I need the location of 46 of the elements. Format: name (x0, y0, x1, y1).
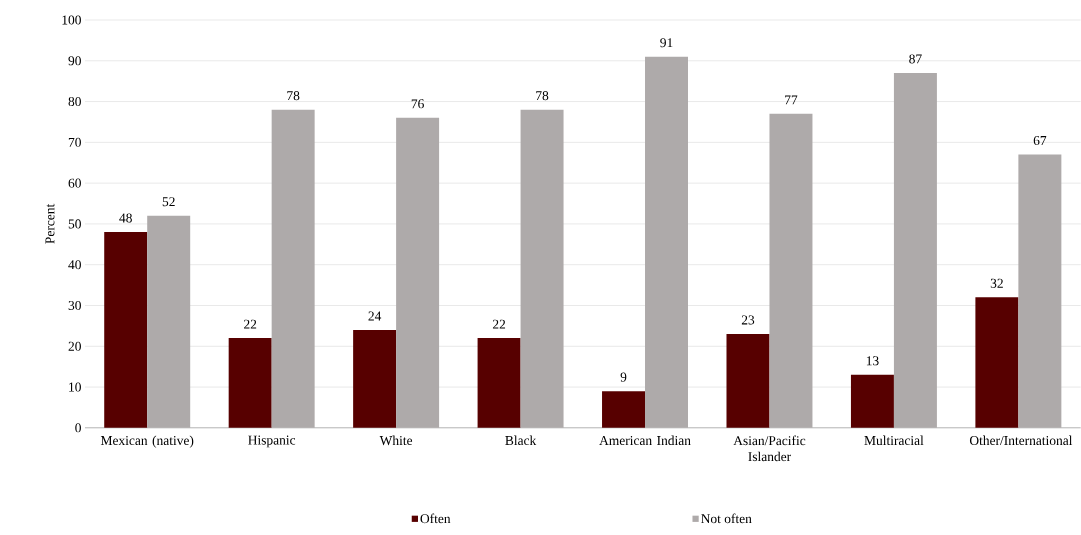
y-tick-label: 0 (75, 423, 81, 433)
data-label: 23 (741, 315, 755, 325)
data-label: 76 (411, 99, 424, 109)
x-tick-label: Asian/Pacific Islander (733, 435, 806, 462)
y-tick-label: 10 (69, 382, 81, 392)
data-label: 52 (162, 197, 175, 207)
bar (602, 391, 646, 428)
data-label: 13 (866, 356, 879, 366)
data-label: 78 (287, 91, 300, 101)
data-label: 24 (368, 311, 382, 321)
x-tick-label: Other/International (969, 435, 1073, 446)
data-label: 67 (1033, 136, 1047, 146)
x-tick-label: Hispanic (248, 435, 296, 448)
x-tick-label: Black (505, 435, 537, 446)
y-tick-label: 20 (68, 341, 81, 351)
y-tick-label: 70 (68, 137, 81, 147)
legend-label: Often (420, 513, 451, 524)
data-label: 91 (660, 38, 673, 48)
data-label: 77 (785, 95, 798, 105)
legend-label: Not often (701, 513, 752, 524)
x-tick-label: White (379, 435, 413, 446)
bar (104, 232, 148, 428)
y-tick-label: 100 (62, 15, 81, 25)
bar (353, 330, 397, 428)
y-tick-label: 30 (68, 301, 81, 311)
data-label: 48 (119, 213, 132, 223)
bar (726, 334, 770, 428)
bar (975, 297, 1019, 428)
y-tick-label: 40 (68, 260, 81, 270)
x-tick-label: American Indian (599, 435, 691, 446)
data-label: 22 (244, 319, 257, 329)
data-label: 78 (536, 91, 549, 101)
y-tick-label: 90 (68, 56, 81, 66)
bar (850, 374, 894, 428)
data-label: 32 (990, 278, 1003, 288)
bar (477, 338, 521, 428)
y-tick-label: 50 (68, 219, 81, 229)
bar (228, 338, 272, 428)
data-label: 87 (909, 54, 922, 64)
y-tick-label: 60 (68, 178, 81, 188)
data-label: 22 (492, 319, 506, 329)
data-label: 9 (620, 372, 627, 382)
x-tick-label: Multiracial (864, 435, 924, 446)
y-axis-title: Percent (45, 203, 55, 244)
y-tick-label: 80 (68, 97, 81, 107)
x-tick-label: Mexican (native) (100, 435, 194, 448)
